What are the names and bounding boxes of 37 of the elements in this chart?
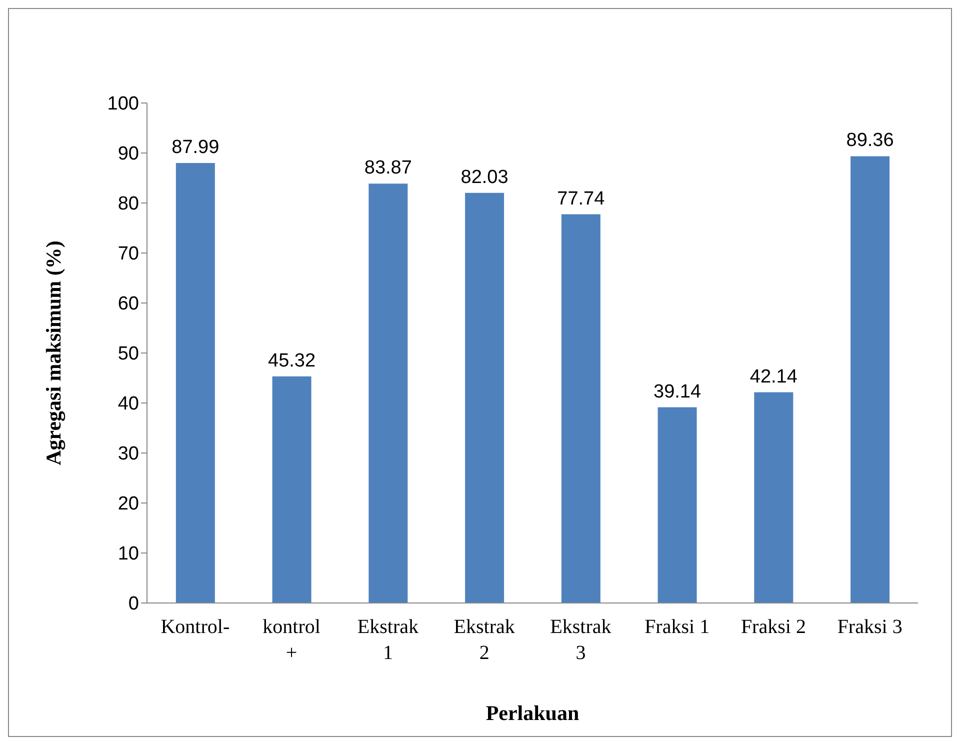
data-label: 87.99 <box>172 137 220 158</box>
x-tick-label: Ekstrak 2 <box>454 616 515 664</box>
data-label: 77.74 <box>557 188 606 210</box>
data-label: 83.87 <box>364 158 412 179</box>
y-tick-label: 90 <box>118 144 139 165</box>
y-tick-label: 30 <box>118 444 139 465</box>
data-label: 45.32 <box>268 350 316 372</box>
y-tick-label: 10 <box>118 544 139 565</box>
y-axis-title: Agregasi maksimum (%) <box>41 240 66 466</box>
bar <box>176 163 215 603</box>
y-tick-label: 100 <box>107 94 139 115</box>
data-label: 82.03 <box>460 166 508 188</box>
x-tick-label: Ekstrak 3 <box>550 616 612 664</box>
y-tick-label: 0 <box>128 594 139 615</box>
x-tick-label: Fraksi 3 <box>837 616 902 638</box>
y-tick-label: 80 <box>118 194 139 215</box>
y-tick-label: 40 <box>118 394 139 415</box>
bar <box>754 392 794 603</box>
bar <box>465 192 504 603</box>
x-tick-label: Fraksi 1 <box>644 616 710 638</box>
x-tick-label: Fraksi 2 <box>740 616 806 638</box>
data-label: 89.36 <box>846 130 894 152</box>
y-tick-label: 50 <box>118 344 139 365</box>
x-tick-label: kontrol + <box>262 616 321 664</box>
x-axis-title: Perlakuan <box>486 701 580 725</box>
bar <box>658 407 697 603</box>
y-tick-label: 20 <box>118 494 139 515</box>
x-tick-label: Ekstrak 1 <box>357 616 418 664</box>
bar <box>850 156 890 603</box>
bar <box>368 184 408 603</box>
y-tick-label: 60 <box>118 294 139 315</box>
x-tick-label: Kontrol- <box>160 616 230 638</box>
bar <box>561 214 600 603</box>
data-label: 39.14 <box>654 381 702 402</box>
y-tick-label: 70 <box>118 244 139 265</box>
data-label: 42.14 <box>750 366 798 388</box>
bar <box>272 376 312 603</box>
